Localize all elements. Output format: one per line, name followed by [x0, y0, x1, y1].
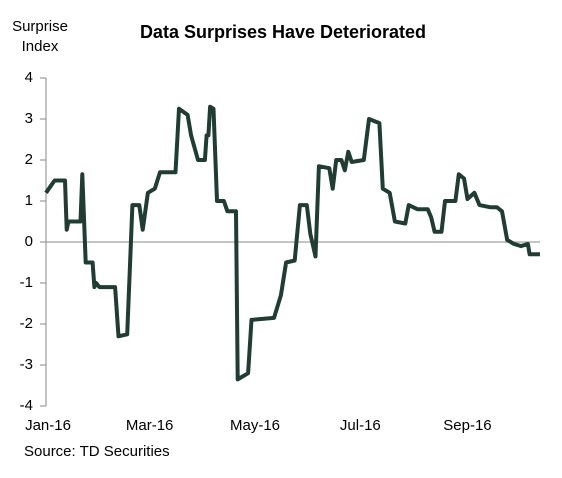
x-tick-label: May-16	[230, 417, 280, 434]
y-tick-label: 1	[25, 192, 33, 209]
y-tick-label: -1	[20, 274, 33, 291]
y-tick-label: 2	[25, 151, 33, 168]
y-axis-label: Surprise	[12, 18, 68, 35]
chart-title: Data Surprises Have Deteriorated	[140, 22, 426, 42]
y-tick-label: -3	[20, 356, 33, 373]
y-tick-label: 0	[25, 233, 33, 250]
y-tick-label: 3	[25, 110, 33, 127]
y-axis-label: Index	[22, 38, 59, 55]
y-tick-label: -2	[20, 315, 33, 332]
x-tick-label: Sep-16	[443, 417, 491, 434]
data-line	[44, 104, 540, 382]
x-tick-label: Mar-16	[126, 417, 174, 434]
y-tick-label: 4	[25, 69, 33, 86]
x-tick-label: Jan-16	[25, 417, 71, 434]
source: Source: TD Securities	[24, 443, 170, 460]
x-tick-label: Jul-16	[340, 417, 381, 434]
y-tick-label: -4	[20, 397, 33, 414]
